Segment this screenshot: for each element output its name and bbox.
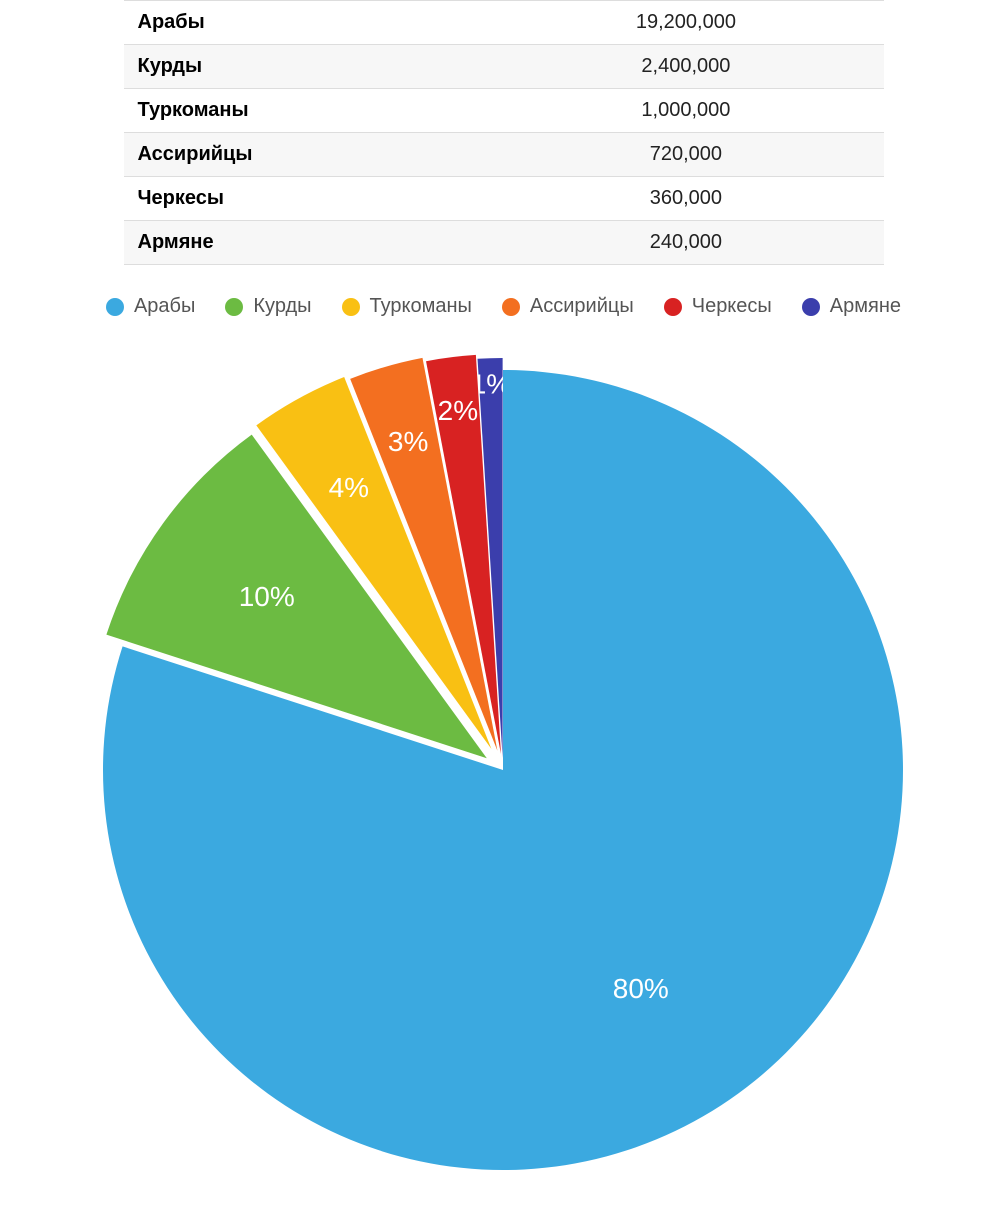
table-row: Арабы19,200,000 (124, 1, 884, 45)
legend-swatch-icon (502, 298, 520, 316)
legend-item[interactable]: Туркоманы (342, 295, 472, 318)
pie-chart-svg: 1%2%3%4%10%80% (0, 330, 1007, 1210)
table-cell-value: 720,000 (488, 133, 883, 177)
table-cell-name: Курды (124, 45, 489, 89)
legend-swatch-icon (664, 298, 682, 316)
legend-swatch-icon (342, 298, 360, 316)
chart-legend: Арабы Курды Туркоманы Ассирийцы Черкесы Армян… (0, 295, 1007, 318)
legend-item[interactable]: Курды (225, 295, 311, 318)
table-row: Курды2,400,000 (124, 45, 884, 89)
ethnic-groups-table: Арабы19,200,000Курды2,400,000Туркоманы1,… (124, 0, 884, 265)
legend-label: Туркоманы (370, 295, 472, 318)
table-row: Армяне240,000 (124, 221, 884, 265)
pie-slice-label: 2% (438, 395, 478, 426)
legend-swatch-icon (106, 298, 124, 316)
table-cell-value: 2,400,000 (488, 45, 883, 89)
table-cell-value: 1,000,000 (488, 89, 883, 133)
legend-item[interactable]: Ассирийцы (502, 295, 634, 318)
legend-item[interactable]: Черкесы (664, 295, 772, 318)
legend-swatch-icon (225, 298, 243, 316)
pie-slice-label: 3% (388, 426, 428, 457)
table-row: Черкесы360,000 (124, 177, 884, 221)
page-root: Арабы19,200,000Курды2,400,000Туркоманы1,… (0, 0, 1007, 1210)
legend-item[interactable]: Армяне (802, 295, 901, 318)
table-cell-value: 360,000 (488, 177, 883, 221)
pie-slice-label: 10% (239, 581, 295, 612)
pie-slice-label: 80% (613, 973, 669, 1004)
pie-slice-label: 4% (329, 472, 369, 503)
table-row: Туркоманы1,000,000 (124, 89, 884, 133)
table-cell-name: Армяне (124, 221, 489, 265)
table-cell-value: 240,000 (488, 221, 883, 265)
pie-chart-area: 1%2%3%4%10%80% (0, 330, 1007, 1210)
table-cell-name: Туркоманы (124, 89, 489, 133)
table-cell-value: 19,200,000 (488, 1, 883, 45)
table-cell-name: Ассирийцы (124, 133, 489, 177)
table-cell-name: Черкесы (124, 177, 489, 221)
legend-label: Арабы (134, 295, 195, 318)
table-row: Ассирийцы720,000 (124, 133, 884, 177)
legend-label: Курды (253, 295, 311, 318)
legend-label: Черкесы (692, 295, 772, 318)
table-cell-name: Арабы (124, 1, 489, 45)
legend-label: Ассирийцы (530, 295, 634, 318)
legend-item[interactable]: Арабы (106, 295, 195, 318)
legend-label: Армяне (830, 295, 901, 318)
legend-swatch-icon (802, 298, 820, 316)
